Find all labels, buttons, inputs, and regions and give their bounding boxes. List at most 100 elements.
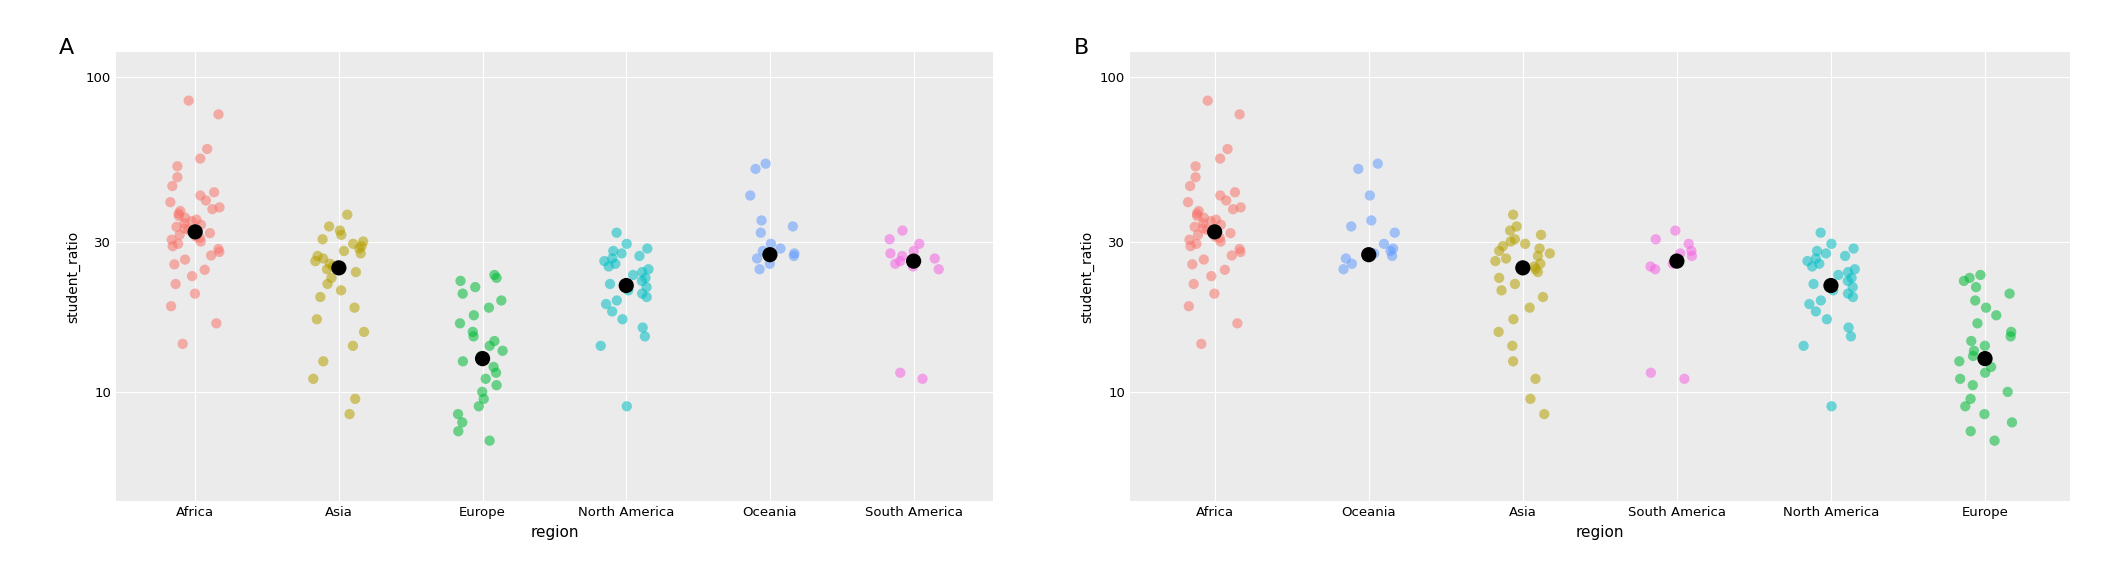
- Point: [154, 198, 188, 207]
- Y-axis label: student_ratio: student_ratio: [1079, 230, 1094, 323]
- Point: [1377, 228, 1411, 237]
- Point: [1478, 256, 1512, 266]
- Point: [1635, 368, 1668, 377]
- Point: [1375, 251, 1409, 260]
- Point: [201, 244, 234, 253]
- Point: [1377, 244, 1411, 253]
- Point: [1521, 251, 1554, 260]
- Point: [885, 251, 919, 260]
- Point: [1802, 259, 1835, 268]
- Point: [1183, 206, 1217, 215]
- Point: [1483, 247, 1516, 256]
- Point: [1994, 289, 2028, 298]
- Point: [1994, 327, 2028, 336]
- Point: [1795, 262, 1829, 271]
- Point: [156, 181, 190, 191]
- Point: [629, 244, 663, 253]
- Point: [1662, 256, 1696, 266]
- Point: [163, 211, 196, 221]
- Point: [1178, 222, 1212, 232]
- Point: [446, 418, 479, 427]
- Point: [158, 279, 192, 289]
- Point: [479, 381, 513, 390]
- Point: [167, 339, 201, 348]
- Point: [906, 374, 940, 384]
- Point: [1172, 198, 1206, 207]
- Point: [1172, 302, 1206, 311]
- Point: [469, 374, 503, 384]
- Point: [898, 256, 931, 266]
- Point: [1187, 224, 1221, 233]
- Point: [300, 314, 334, 324]
- Point: [196, 188, 230, 197]
- Point: [898, 247, 931, 256]
- Point: [177, 228, 211, 237]
- Point: [1187, 255, 1221, 264]
- Point: [184, 191, 218, 200]
- Point: [1514, 394, 1548, 403]
- Point: [1360, 159, 1394, 168]
- Point: [617, 270, 650, 279]
- Point: [733, 191, 767, 200]
- Point: [1949, 401, 1983, 411]
- Point: [1635, 262, 1668, 271]
- Point: [329, 210, 363, 219]
- Point: [625, 276, 659, 286]
- Point: [180, 232, 213, 241]
- Point: [750, 159, 784, 168]
- Point: [175, 217, 209, 226]
- Point: [1487, 241, 1521, 251]
- Point: [1533, 249, 1567, 258]
- Point: [629, 293, 663, 302]
- Point: [444, 319, 477, 328]
- Point: [167, 219, 201, 228]
- Point: [456, 332, 490, 341]
- Point: [1497, 314, 1531, 324]
- Point: [587, 256, 621, 266]
- Point: [1198, 232, 1231, 241]
- Point: [1223, 203, 1257, 212]
- Point: [473, 303, 507, 312]
- Point: [1181, 211, 1214, 221]
- Point: [919, 254, 953, 263]
- Point: [1829, 251, 1863, 260]
- Point: [473, 436, 507, 445]
- Point: [323, 226, 357, 235]
- Point: [1831, 267, 1865, 276]
- Point: [477, 336, 511, 346]
- Point: [175, 271, 209, 281]
- Point: [885, 226, 919, 235]
- Point: [184, 220, 218, 229]
- Point: [1793, 300, 1827, 309]
- Point: [1178, 162, 1212, 171]
- Point: [610, 286, 644, 295]
- Point: [1352, 250, 1385, 259]
- Point: [1958, 296, 1992, 305]
- Point: [1181, 209, 1214, 218]
- Point: [883, 256, 917, 266]
- Text: B: B: [1073, 39, 1090, 58]
- Point: [1198, 228, 1231, 237]
- Point: [1804, 228, 1837, 237]
- Point: [325, 230, 359, 240]
- Point: [1660, 256, 1694, 266]
- Point: [336, 341, 370, 350]
- Point: [313, 259, 346, 268]
- Point: [1787, 341, 1821, 350]
- Point: [1668, 374, 1702, 384]
- Point: [463, 401, 496, 411]
- Point: [902, 239, 936, 248]
- Point: [610, 239, 644, 248]
- Point: [180, 215, 213, 224]
- Point: [1835, 282, 1869, 291]
- Point: [184, 237, 218, 246]
- Point: [310, 279, 344, 289]
- Point: [175, 227, 209, 236]
- X-axis label: region: region: [530, 525, 579, 540]
- Point: [625, 289, 659, 298]
- Point: [746, 247, 779, 256]
- Point: [338, 394, 372, 403]
- Point: [1960, 319, 1994, 328]
- Point: [344, 249, 378, 258]
- Point: [629, 282, 663, 291]
